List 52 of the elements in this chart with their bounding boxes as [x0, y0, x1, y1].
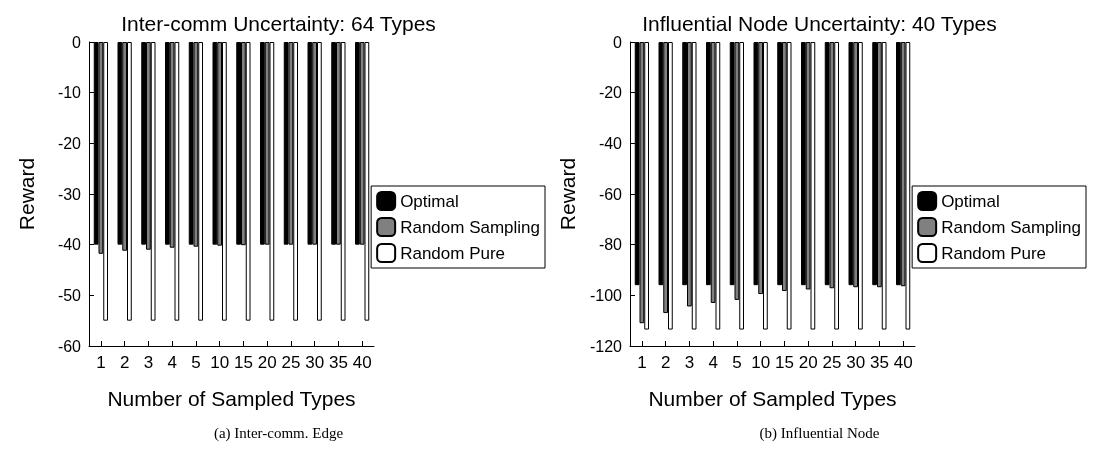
- x-tick-label: 30: [846, 353, 866, 372]
- y-tick-label: 0: [613, 33, 623, 51]
- y-tick-label: -40: [57, 236, 82, 254]
- legend-label: Random Sampling: [400, 217, 541, 237]
- x-tick-label: 35: [328, 353, 348, 372]
- x-tick-label: 10: [210, 353, 230, 372]
- x-tick-label: 15: [774, 353, 794, 372]
- x-axis-title: Number of Sampled Types: [648, 387, 897, 410]
- text: (b) Influential Node: [759, 424, 880, 442]
- x-tick-label: 1: [96, 353, 106, 372]
- x-axis-title: Number of Sampled Types: [107, 387, 356, 410]
- chart-title: Inter-comm Uncertainty: 64 Types: [121, 12, 436, 35]
- x-tick-label: 15: [233, 353, 253, 372]
- y-tick-label: -100: [589, 286, 623, 304]
- y-tick-label: -30: [57, 185, 82, 203]
- x-tick-label: 3: [143, 353, 154, 372]
- y-tick-label: -40: [598, 134, 623, 152]
- legend-label: Optimal: [400, 191, 459, 211]
- legend-label: Random Sampling: [941, 217, 1082, 237]
- y-tick-label: -10: [57, 84, 82, 102]
- y-tick-label: -120: [589, 337, 623, 355]
- x-tick-label: 25: [281, 353, 301, 372]
- x-tick-label: 10: [751, 353, 771, 372]
- legend-label: Random Pure: [941, 243, 1047, 263]
- y-tick-label: -60: [57, 337, 82, 355]
- x-tick-label: 2: [660, 353, 671, 372]
- x-tick-label: 3: [684, 353, 695, 372]
- y-tick-label: -50: [57, 286, 82, 304]
- x-tick-label: 25: [822, 353, 842, 372]
- y-axis-title: Reward: [556, 157, 579, 231]
- y-axis-title: Reward: [15, 157, 38, 231]
- y-tick-label: -60: [598, 185, 623, 203]
- legend-label: Optimal: [941, 191, 1000, 211]
- x-tick-label: 20: [257, 353, 277, 372]
- x-tick-label: 35: [869, 353, 889, 372]
- text: (a) Inter-comm. Edge: [213, 424, 344, 442]
- y-tick-label: -80: [598, 236, 623, 254]
- y-tick-label: 0: [72, 33, 82, 51]
- x-tick-label: 4: [708, 353, 718, 372]
- x-tick-label: 30: [305, 353, 325, 372]
- y-tick-label: -20: [57, 134, 82, 152]
- y-tick-label: -20: [598, 84, 623, 102]
- x-tick-label: 40: [352, 353, 372, 372]
- legend-label: Random Pure: [400, 243, 506, 263]
- chart-title: Influential Node Uncertainty: 40 Types: [642, 12, 997, 35]
- x-tick-label: 1: [637, 353, 647, 372]
- x-tick-label: 5: [732, 353, 742, 372]
- x-tick-label: 40: [893, 353, 913, 372]
- x-tick-label: 4: [167, 353, 177, 372]
- x-tick-label: 20: [798, 353, 818, 372]
- x-tick-label: 2: [119, 353, 130, 372]
- x-tick-label: 5: [191, 353, 201, 372]
